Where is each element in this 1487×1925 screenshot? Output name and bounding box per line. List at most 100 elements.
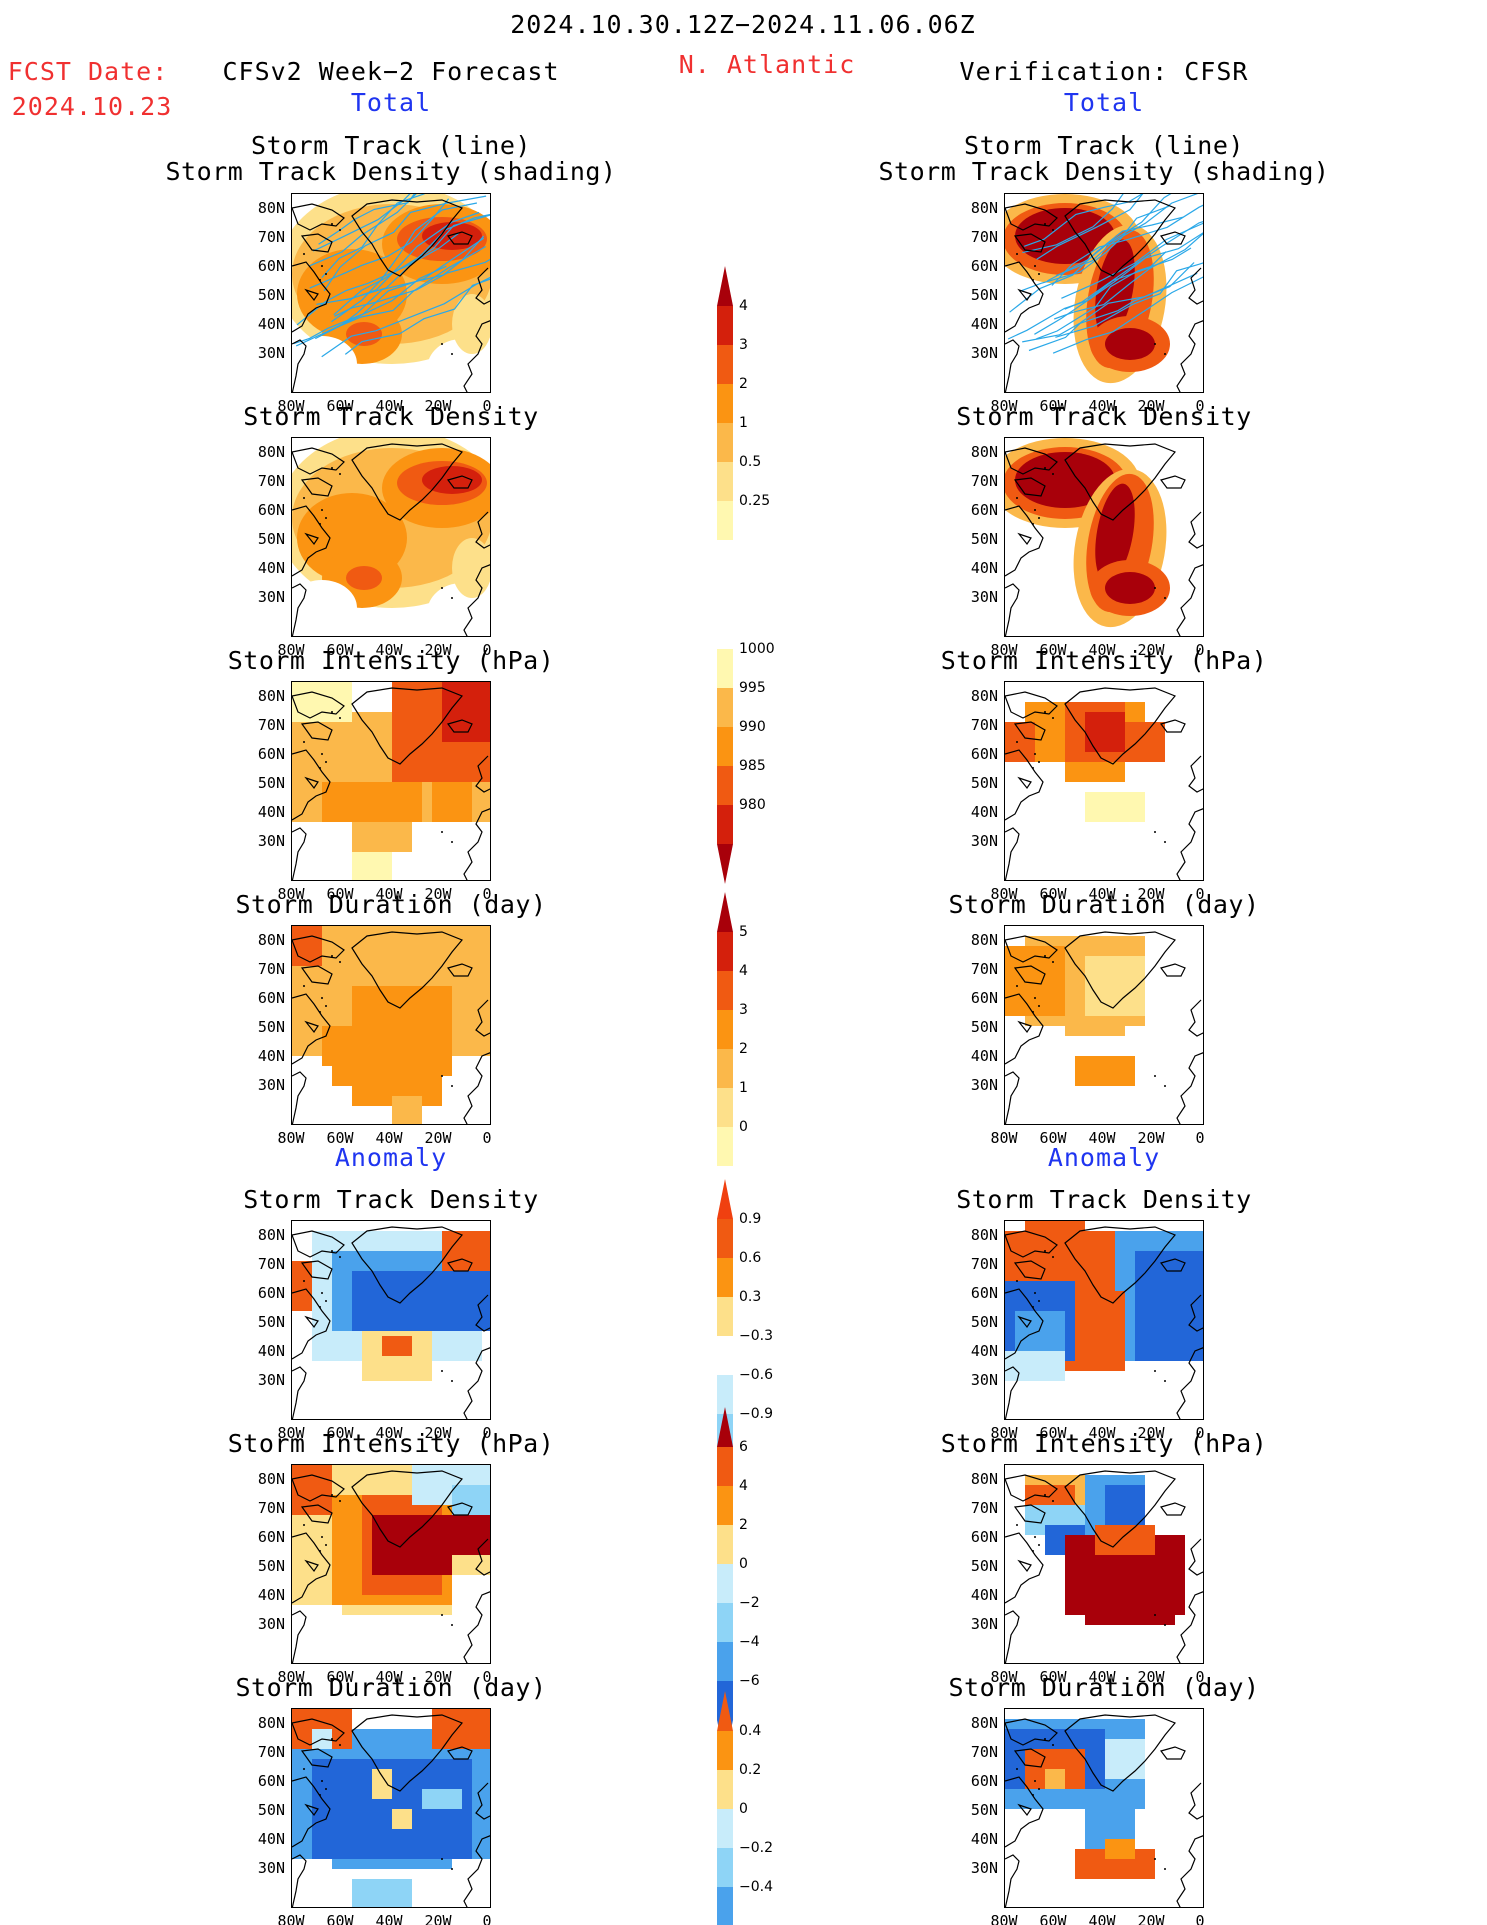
- lon-label: 60W: [1039, 1912, 1067, 1925]
- title-track-density-shading-left: Storm Track Density (shading): [165, 157, 617, 186]
- lon-label: 80W: [277, 1912, 305, 1925]
- map-intensity-forecast: [291, 681, 491, 881]
- colorbar-duration-anom-label: −0.2: [739, 1840, 773, 1856]
- lon-label: 60W: [1039, 885, 1067, 903]
- fcst-date-label: FCST Date:: [7, 57, 169, 86]
- lat-label: 40N: [257, 1830, 285, 1848]
- lon-label: 40W: [375, 1129, 403, 1147]
- lat-label: 60N: [970, 501, 998, 519]
- map-canvas: [1005, 194, 1203, 392]
- lat-label: 70N: [257, 472, 285, 490]
- lon-label: 80W: [990, 397, 1018, 415]
- lon-label: 0: [1195, 1912, 1205, 1925]
- lon-label: 60W: [1039, 397, 1067, 415]
- map-anom-duration-verification: [1004, 1708, 1204, 1908]
- title-intensity-right: Storm Intensity (hPa): [940, 646, 1268, 675]
- lat-label: 40N: [970, 803, 998, 821]
- lat-label: 70N: [970, 472, 998, 490]
- colorbar-density-total-label: 2: [739, 376, 748, 392]
- colorbar-density-total-label: 0.25: [739, 493, 771, 509]
- lon-label: 20W: [1137, 1912, 1165, 1925]
- lon-label: 40W: [375, 885, 403, 903]
- lon-label: 0: [482, 885, 492, 903]
- section-total-left: Total: [350, 88, 432, 117]
- colorbar-density-total-label: 3: [739, 337, 748, 353]
- lat-label: 50N: [970, 774, 998, 792]
- lon-label: 40W: [375, 1912, 403, 1925]
- lat-label: 30N: [257, 1615, 285, 1633]
- lon-label: 20W: [1137, 641, 1165, 659]
- lat-label: 30N: [257, 1859, 285, 1877]
- lat-label: 30N: [970, 344, 998, 362]
- lon-label: 40W: [375, 1424, 403, 1442]
- lon-label: 20W: [424, 1912, 452, 1925]
- title-density-right: Storm Track Density: [956, 402, 1252, 431]
- title-anom-density-right: Storm Track Density: [956, 1185, 1252, 1214]
- lon-label: 60W: [326, 1668, 354, 1686]
- lat-label: 50N: [257, 1313, 285, 1331]
- lat-label: 30N: [257, 1371, 285, 1389]
- lat-label: 80N: [970, 199, 998, 217]
- lat-label: 80N: [257, 687, 285, 705]
- lat-label: 80N: [970, 687, 998, 705]
- lat-label: 60N: [257, 1528, 285, 1546]
- lat-label: 30N: [257, 832, 285, 850]
- lat-label: 50N: [257, 774, 285, 792]
- lat-label: 70N: [970, 228, 998, 246]
- lat-label: 30N: [970, 832, 998, 850]
- period-title: 2024.10.30.12Z−2024.11.06.06Z: [510, 10, 976, 39]
- map-canvas: [1005, 438, 1203, 636]
- lat-label: 80N: [970, 443, 998, 461]
- colorbar-duration-total-label: 1: [739, 1080, 748, 1096]
- map-canvas: [292, 1465, 490, 1663]
- lat-label: 60N: [970, 257, 998, 275]
- lat-label: 30N: [970, 1371, 998, 1389]
- lon-label: 40W: [1088, 641, 1116, 659]
- map-anom-duration-forecast: [291, 1708, 491, 1908]
- lon-label: 0: [1195, 641, 1205, 659]
- map-anom-intensity-forecast: [291, 1464, 491, 1664]
- lon-label: 80W: [277, 1668, 305, 1686]
- colorbar-intensity-total-label: 1000: [739, 641, 775, 657]
- lon-label: 60W: [326, 397, 354, 415]
- lat-label: 40N: [970, 1342, 998, 1360]
- lon-label: 60W: [1039, 1424, 1067, 1442]
- map-duration-verification: [1004, 925, 1204, 1125]
- lon-label: 40W: [375, 397, 403, 415]
- lat-label: 30N: [257, 1076, 285, 1094]
- lat-label: 50N: [257, 1018, 285, 1036]
- colorbar-intensity-anom-label: −4: [739, 1634, 760, 1650]
- lat-label: 50N: [970, 530, 998, 548]
- lon-label: 0: [482, 1424, 492, 1442]
- map-anom-density-forecast: [291, 1220, 491, 1420]
- lon-label: 20W: [424, 1129, 452, 1147]
- lon-label: 60W: [326, 1424, 354, 1442]
- colorbar-intensity-total: [715, 648, 735, 889]
- lat-label: 50N: [970, 1018, 998, 1036]
- lat-label: 30N: [970, 1615, 998, 1633]
- lon-label: 40W: [1088, 1424, 1116, 1442]
- title-anom-duration-right: Storm Duration (day): [948, 1673, 1260, 1702]
- lat-label: 40N: [970, 1586, 998, 1604]
- colorbar-duration-total-label: 4: [739, 963, 748, 979]
- colorbar-density-anom-label: −0.3: [739, 1328, 773, 1344]
- lat-label: 60N: [257, 745, 285, 763]
- colorbar-duration-anom-label: 0.4: [739, 1723, 762, 1739]
- colorbar-intensity-anom-label: 0: [739, 1556, 748, 1572]
- lon-label: 60W: [1039, 1129, 1067, 1147]
- lat-label: 80N: [257, 443, 285, 461]
- lon-label: 0: [1195, 885, 1205, 903]
- lat-label: 60N: [257, 1284, 285, 1302]
- lat-label: 50N: [970, 1313, 998, 1331]
- map-canvas: [292, 194, 490, 392]
- colorbar-intensity-total-label: 980: [739, 797, 766, 813]
- colorbar-density-anom-label: −0.6: [739, 1367, 773, 1383]
- map-track-line-verification: [1004, 193, 1204, 393]
- lat-label: 40N: [970, 1047, 998, 1065]
- title-duration-left: Storm Duration (day): [235, 890, 547, 919]
- lon-label: 40W: [1088, 1912, 1116, 1925]
- lon-label: 20W: [424, 885, 452, 903]
- lon-label: 20W: [424, 1424, 452, 1442]
- lon-label: 80W: [277, 641, 305, 659]
- lat-label: 40N: [257, 559, 285, 577]
